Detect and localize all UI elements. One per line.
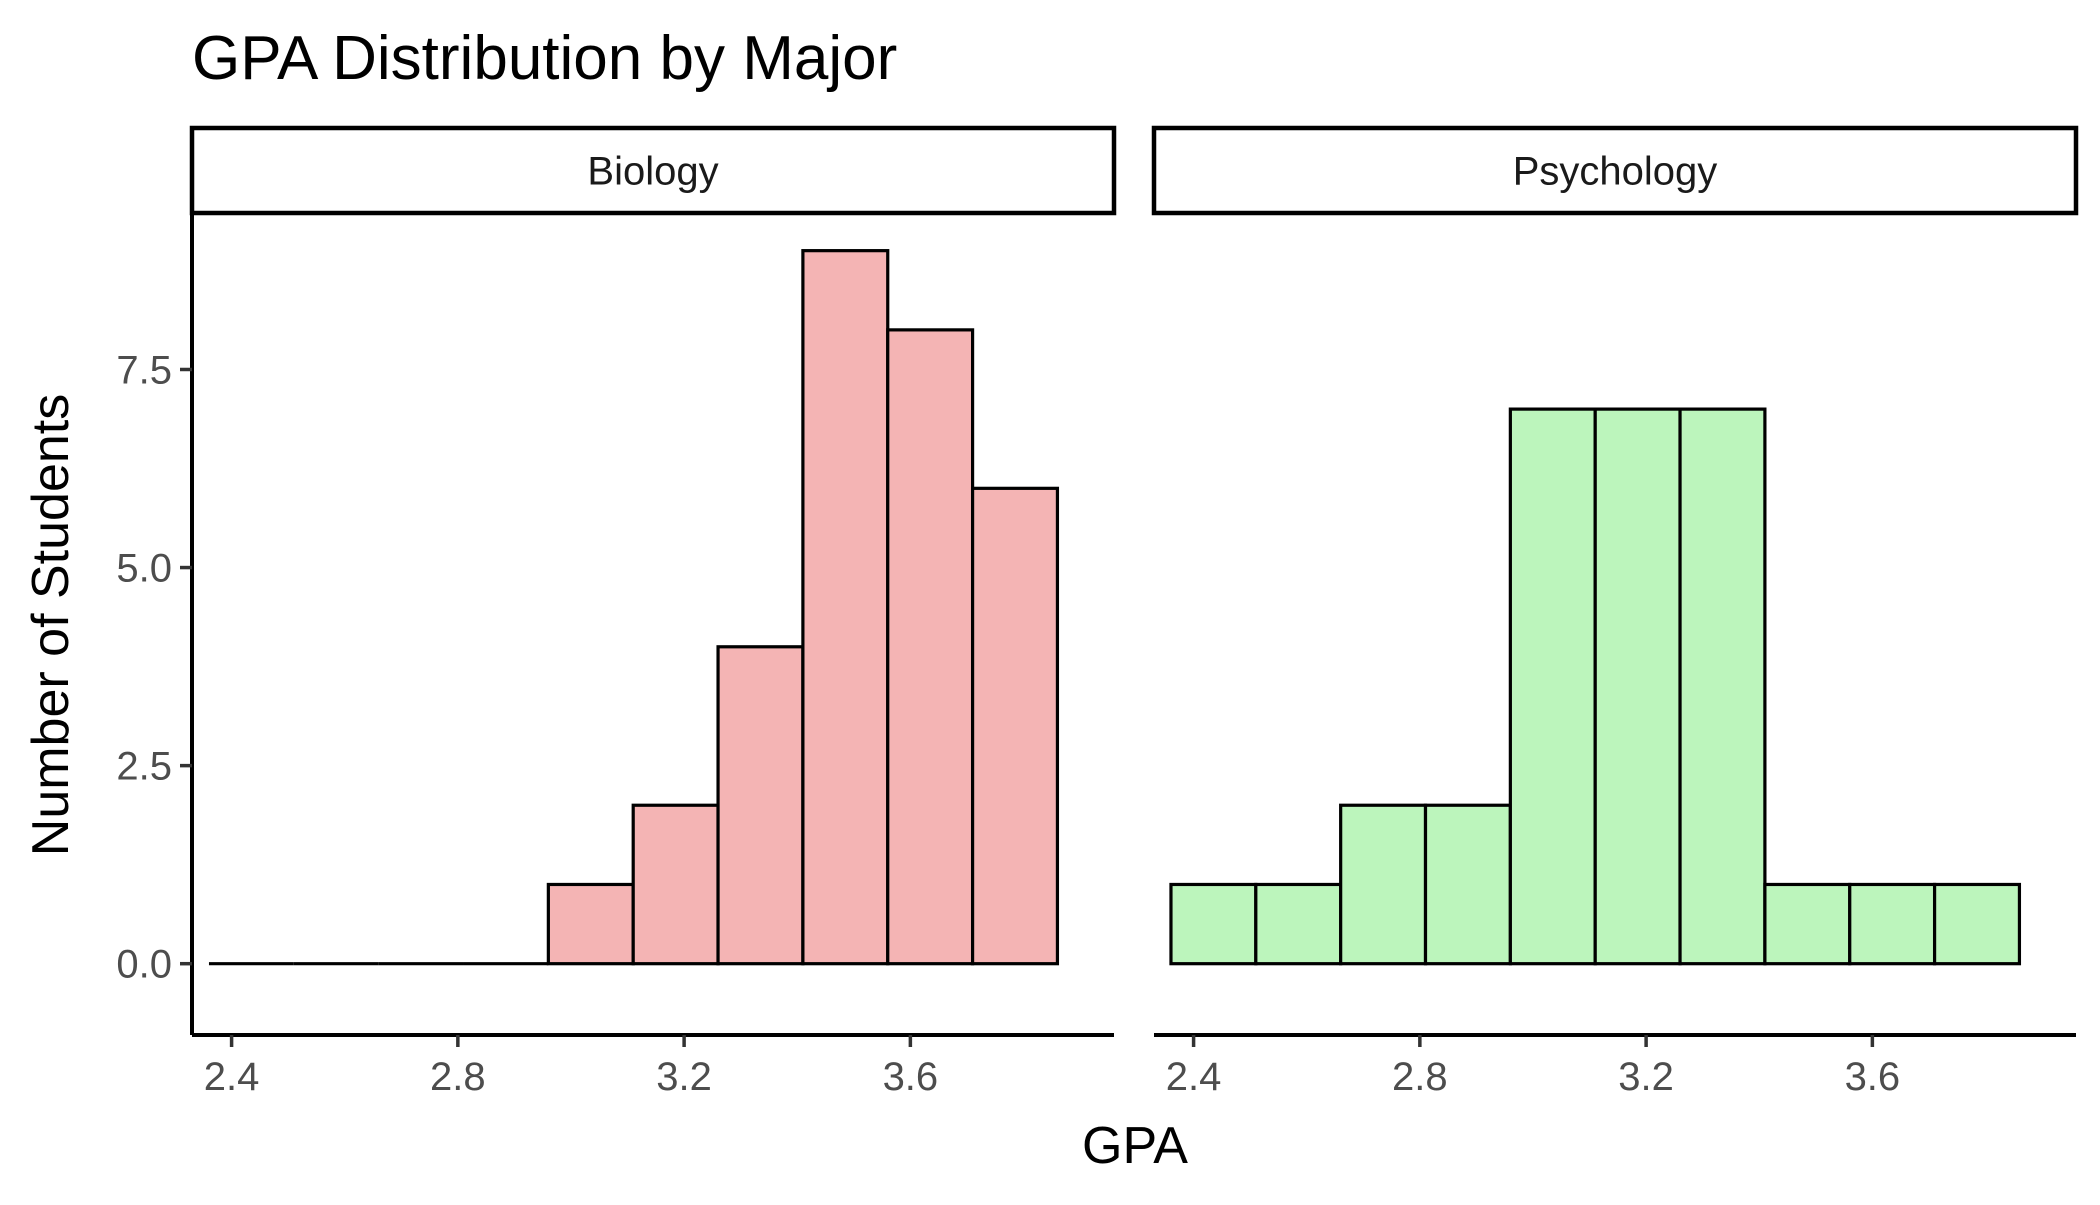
histogram-bar [546, 882, 635, 966]
histogram-bar [886, 328, 975, 966]
x-tick-label: 3.6 [1845, 1055, 1901, 1099]
histogram-bar [716, 645, 805, 966]
histogram-bar [1254, 882, 1343, 966]
x-tick-label: 2.4 [1166, 1055, 1222, 1099]
x-tick-label: 2.8 [1392, 1055, 1448, 1099]
y-tick-label: 2.5 [116, 745, 172, 789]
y-axis: 0.0 2.5 5.0 7.5 [116, 215, 194, 1035]
histogram-bar [1932, 882, 2022, 966]
y-tick-label: 7.5 [116, 348, 172, 392]
histogram-bar [1508, 407, 1597, 966]
facet-strip [189, 125, 1117, 216]
chart-title: GPA Distribution by Major [192, 24, 897, 93]
facet-panel-biology: Biology 2.4 2.8 3.2 3.6 [189, 125, 1117, 1099]
x-tick-label: 3.2 [656, 1055, 712, 1099]
facet-strip-label: Biology [587, 150, 718, 194]
histogram-bar [1848, 882, 1937, 966]
histogram-bar [1423, 803, 1512, 966]
histogram-bar [1763, 882, 1852, 966]
histogram-bar [1593, 407, 1682, 966]
x-tick-label: 2.4 [204, 1055, 260, 1099]
facet-strip-label: Psychology [1513, 150, 1718, 194]
facet-strip [1151, 125, 2079, 216]
y-tick-label: 5.0 [116, 547, 172, 591]
facet-panels: Biology 2.4 2.8 3.2 3.6 Psychology 2.4 2.8 3.2 3.… [189, 125, 2079, 1099]
histogram-bar [1678, 407, 1767, 966]
histogram-bar [1169, 882, 1258, 966]
x-axis-title: GPA [1082, 1117, 1188, 1175]
histogram-bar [801, 249, 890, 966]
histogram-bar [970, 486, 1060, 966]
y-axis-title: Number of Students [22, 394, 80, 856]
y-tick-label: 0.0 [116, 943, 172, 987]
x-tick-label: 3.6 [883, 1055, 939, 1099]
histogram-bar [631, 803, 720, 966]
x-tick-label: 2.8 [430, 1055, 486, 1099]
histogram-bar [1339, 803, 1428, 966]
facet-panel-psychology: Psychology 2.4 2.8 3.2 3.6 [1151, 125, 2079, 1099]
x-tick-label: 3.2 [1618, 1055, 1674, 1099]
